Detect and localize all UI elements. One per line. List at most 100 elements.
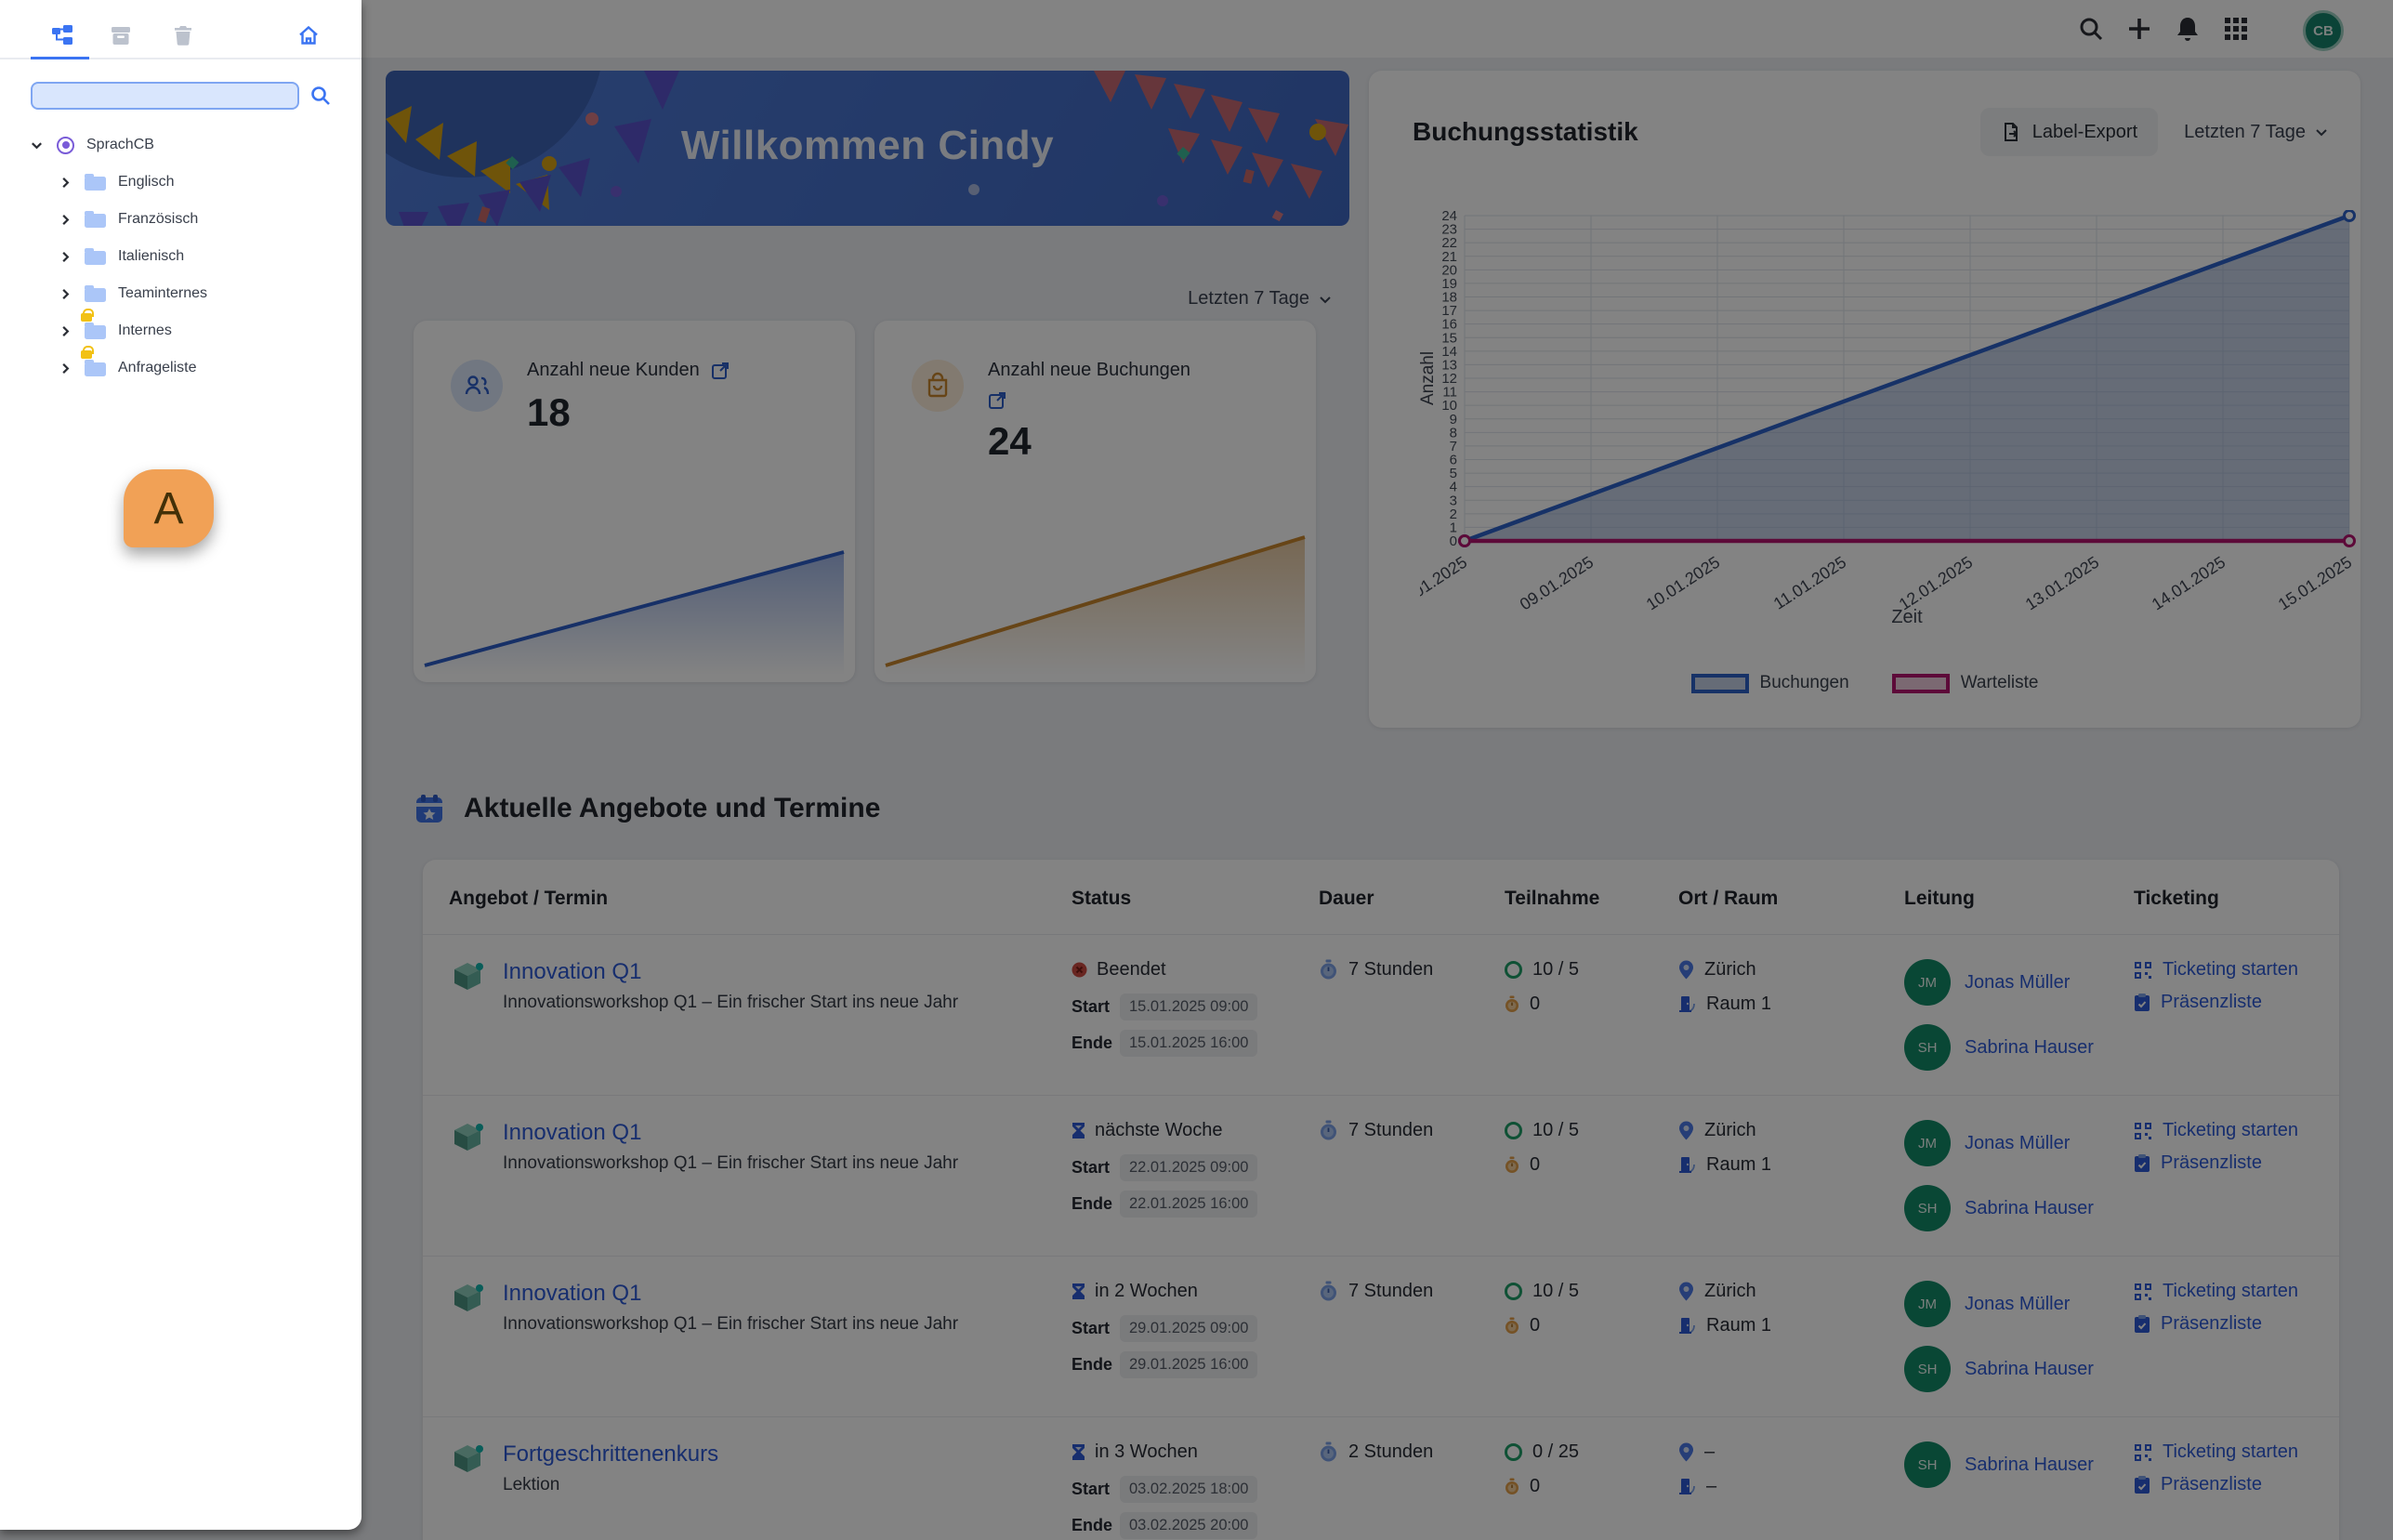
status-label: in 3 Wochen — [1095, 1441, 1198, 1462]
svg-text:13: 13 — [1441, 357, 1457, 373]
status-label: in 2 Wochen — [1095, 1281, 1198, 1301]
chevron-right-icon[interactable] — [59, 324, 72, 338]
sidebar-tree-item[interactable]: Anfrageliste — [0, 346, 362, 387]
search-icon[interactable] — [310, 86, 331, 106]
legend-item[interactable]: Buchungen — [1690, 673, 1849, 693]
svg-text:8: 8 — [1450, 425, 1457, 441]
tree-item-label: Teaminternes — [118, 285, 208, 301]
chevron-right-icon[interactable] — [59, 362, 72, 375]
sidebar-tree-item[interactable]: Italienisch — [0, 238, 362, 275]
svg-text:3: 3 — [1450, 493, 1457, 508]
chevron-down-icon[interactable] — [30, 138, 44, 152]
attendance-list-link[interactable]: Präsenzliste — [2134, 1474, 2339, 1495]
offer-name-link[interactable]: Innovation Q1 — [503, 959, 642, 984]
table-row: Innovation Q1 Innovationsworkshop Q1 – E… — [423, 1096, 2339, 1257]
sidebar-search — [0, 82, 362, 110]
svg-text:9: 9 — [1450, 412, 1457, 428]
leader-entry[interactable]: JM Jonas Müller — [1904, 959, 2134, 1006]
apps-grid-icon[interactable] — [2223, 16, 2249, 42]
booked-ring-icon — [1505, 1122, 1522, 1139]
leader-entry[interactable]: JM Jonas Müller — [1904, 1281, 2134, 1327]
ticketing-start-link[interactable]: Ticketing starten — [2134, 1281, 2339, 1302]
svg-text:6: 6 — [1450, 453, 1457, 468]
svg-text:15: 15 — [1441, 330, 1457, 346]
leader-entry[interactable]: SH Sabrina Hauser — [1904, 1024, 2134, 1071]
location-city: Zürich — [1704, 1120, 1756, 1140]
notifications-bell-icon[interactable] — [2175, 16, 2201, 42]
legend-item[interactable]: Warteliste — [1891, 673, 2038, 693]
room-door-icon — [1679, 1157, 1695, 1173]
trash-tab-icon[interactable] — [172, 24, 194, 46]
sidebar-tree-item[interactable]: Internes — [0, 309, 362, 349]
external-link-icon[interactable] — [711, 361, 730, 380]
package-cube-icon — [454, 1124, 483, 1151]
column-header: Leitung — [1904, 888, 1975, 909]
ticketing-start-label: Ticketing starten — [2163, 1120, 2298, 1140]
chevron-right-icon[interactable] — [59, 213, 72, 227]
clipboard-check-icon — [2135, 994, 2150, 1011]
offer-name-link[interactable]: Innovation Q1 — [503, 1281, 642, 1306]
chart-period-dropdown[interactable]: Letzten 7 Tage — [2184, 122, 2329, 143]
participation-booked: 0 / 25 — [1532, 1441, 1580, 1462]
booked-ring-icon — [1505, 1443, 1522, 1461]
status-hourglass-icon — [1072, 1123, 1085, 1139]
svg-text:7: 7 — [1450, 439, 1457, 454]
add-icon[interactable] — [2126, 16, 2152, 42]
folder-icon — [85, 174, 107, 191]
offer-name-link[interactable]: Fortgeschrittenenkurs — [503, 1441, 719, 1467]
start-value: 22.01.2025 09:00 — [1120, 1154, 1258, 1181]
search-input[interactable] — [31, 82, 299, 110]
leader-entry[interactable]: SH Sabrina Hauser — [1904, 1185, 2134, 1231]
participation-waitlist: 0 — [1530, 1476, 1541, 1496]
chevron-right-icon[interactable] — [59, 176, 72, 190]
external-link-icon[interactable] — [988, 390, 1007, 410]
svg-text:2: 2 — [1450, 507, 1457, 522]
archive-tab-icon[interactable] — [110, 24, 132, 46]
folder-icon — [85, 211, 107, 228]
attendance-list-link[interactable]: Präsenzliste — [2134, 1313, 2339, 1335]
sidebar-tree-item[interactable]: Französisch — [0, 201, 362, 238]
tree-root-sprachcb[interactable]: SprachCB — [0, 126, 362, 164]
user-avatar[interactable]: CB — [2303, 10, 2344, 51]
qr-ticket-icon — [2135, 961, 2151, 979]
ticketing-start-label: Ticketing starten — [2163, 1281, 2298, 1301]
clipboard-check-icon — [2135, 1154, 2150, 1172]
column-header: Status — [1072, 888, 1132, 909]
bookings-line-chart: 0123456789101112131415161718192021222324… — [1420, 210, 2356, 627]
chevron-right-icon[interactable] — [59, 287, 72, 301]
svg-text:Anzahl: Anzahl — [1420, 351, 1438, 405]
sidebar-tree-item[interactable]: Englisch — [0, 164, 362, 201]
home-tab-icon[interactable] — [297, 24, 320, 46]
leader-avatar: JM — [1904, 1120, 1951, 1166]
end-value: 03.02.2025 20:00 — [1120, 1512, 1258, 1539]
participation-booked: 10 / 5 — [1532, 1281, 1580, 1301]
tree-view-tab-icon[interactable] — [51, 24, 73, 46]
label-export-button[interactable]: Label-Export — [1979, 108, 2159, 156]
leader-entry[interactable]: JM Jonas Müller — [1904, 1120, 2134, 1166]
ticketing-start-link[interactable]: Ticketing starten — [2134, 1441, 2339, 1463]
stats-period-dropdown[interactable]: Letzten 7 Tage — [1152, 288, 1333, 309]
leader-entry[interactable]: SH Sabrina Hauser — [1904, 1441, 2134, 1488]
booking-statistics-panel: Buchungsstatistik Label-Export Letzten 7… — [1369, 71, 2360, 728]
offer-name-link[interactable]: Innovation Q1 — [503, 1120, 642, 1145]
ticketing-start-link[interactable]: Ticketing starten — [2134, 1120, 2339, 1141]
folder-icon — [81, 346, 107, 376]
clipboard-check-icon — [2135, 1315, 2150, 1333]
annotation-marker-a[interactable]: A — [124, 469, 214, 547]
sidebar-tree-item[interactable]: Teaminternes — [0, 275, 362, 312]
stats-period-label: Letzten 7 Tage — [1188, 288, 1309, 309]
package-cube-icon — [454, 1284, 483, 1311]
attendance-list-link[interactable]: Präsenzliste — [2134, 1152, 2339, 1174]
leader-entry[interactable]: SH Sabrina Hauser — [1904, 1346, 2134, 1392]
chevron-right-icon[interactable] — [59, 250, 72, 264]
search-icon[interactable] — [2078, 16, 2104, 42]
ticketing-start-link[interactable]: Ticketing starten — [2134, 959, 2339, 981]
end-label: Ende — [1072, 1194, 1113, 1213]
users-icon — [451, 360, 503, 412]
attendance-list-link[interactable]: Präsenzliste — [2134, 992, 2339, 1013]
participation-waitlist: 0 — [1530, 1154, 1541, 1175]
leaders-cell: JM Jonas Müller SH Sabrina Hauser — [1904, 1281, 2134, 1392]
svg-text:22: 22 — [1441, 235, 1457, 251]
offers-section-title: Aktuelle Angebote und Termine — [464, 793, 881, 823]
